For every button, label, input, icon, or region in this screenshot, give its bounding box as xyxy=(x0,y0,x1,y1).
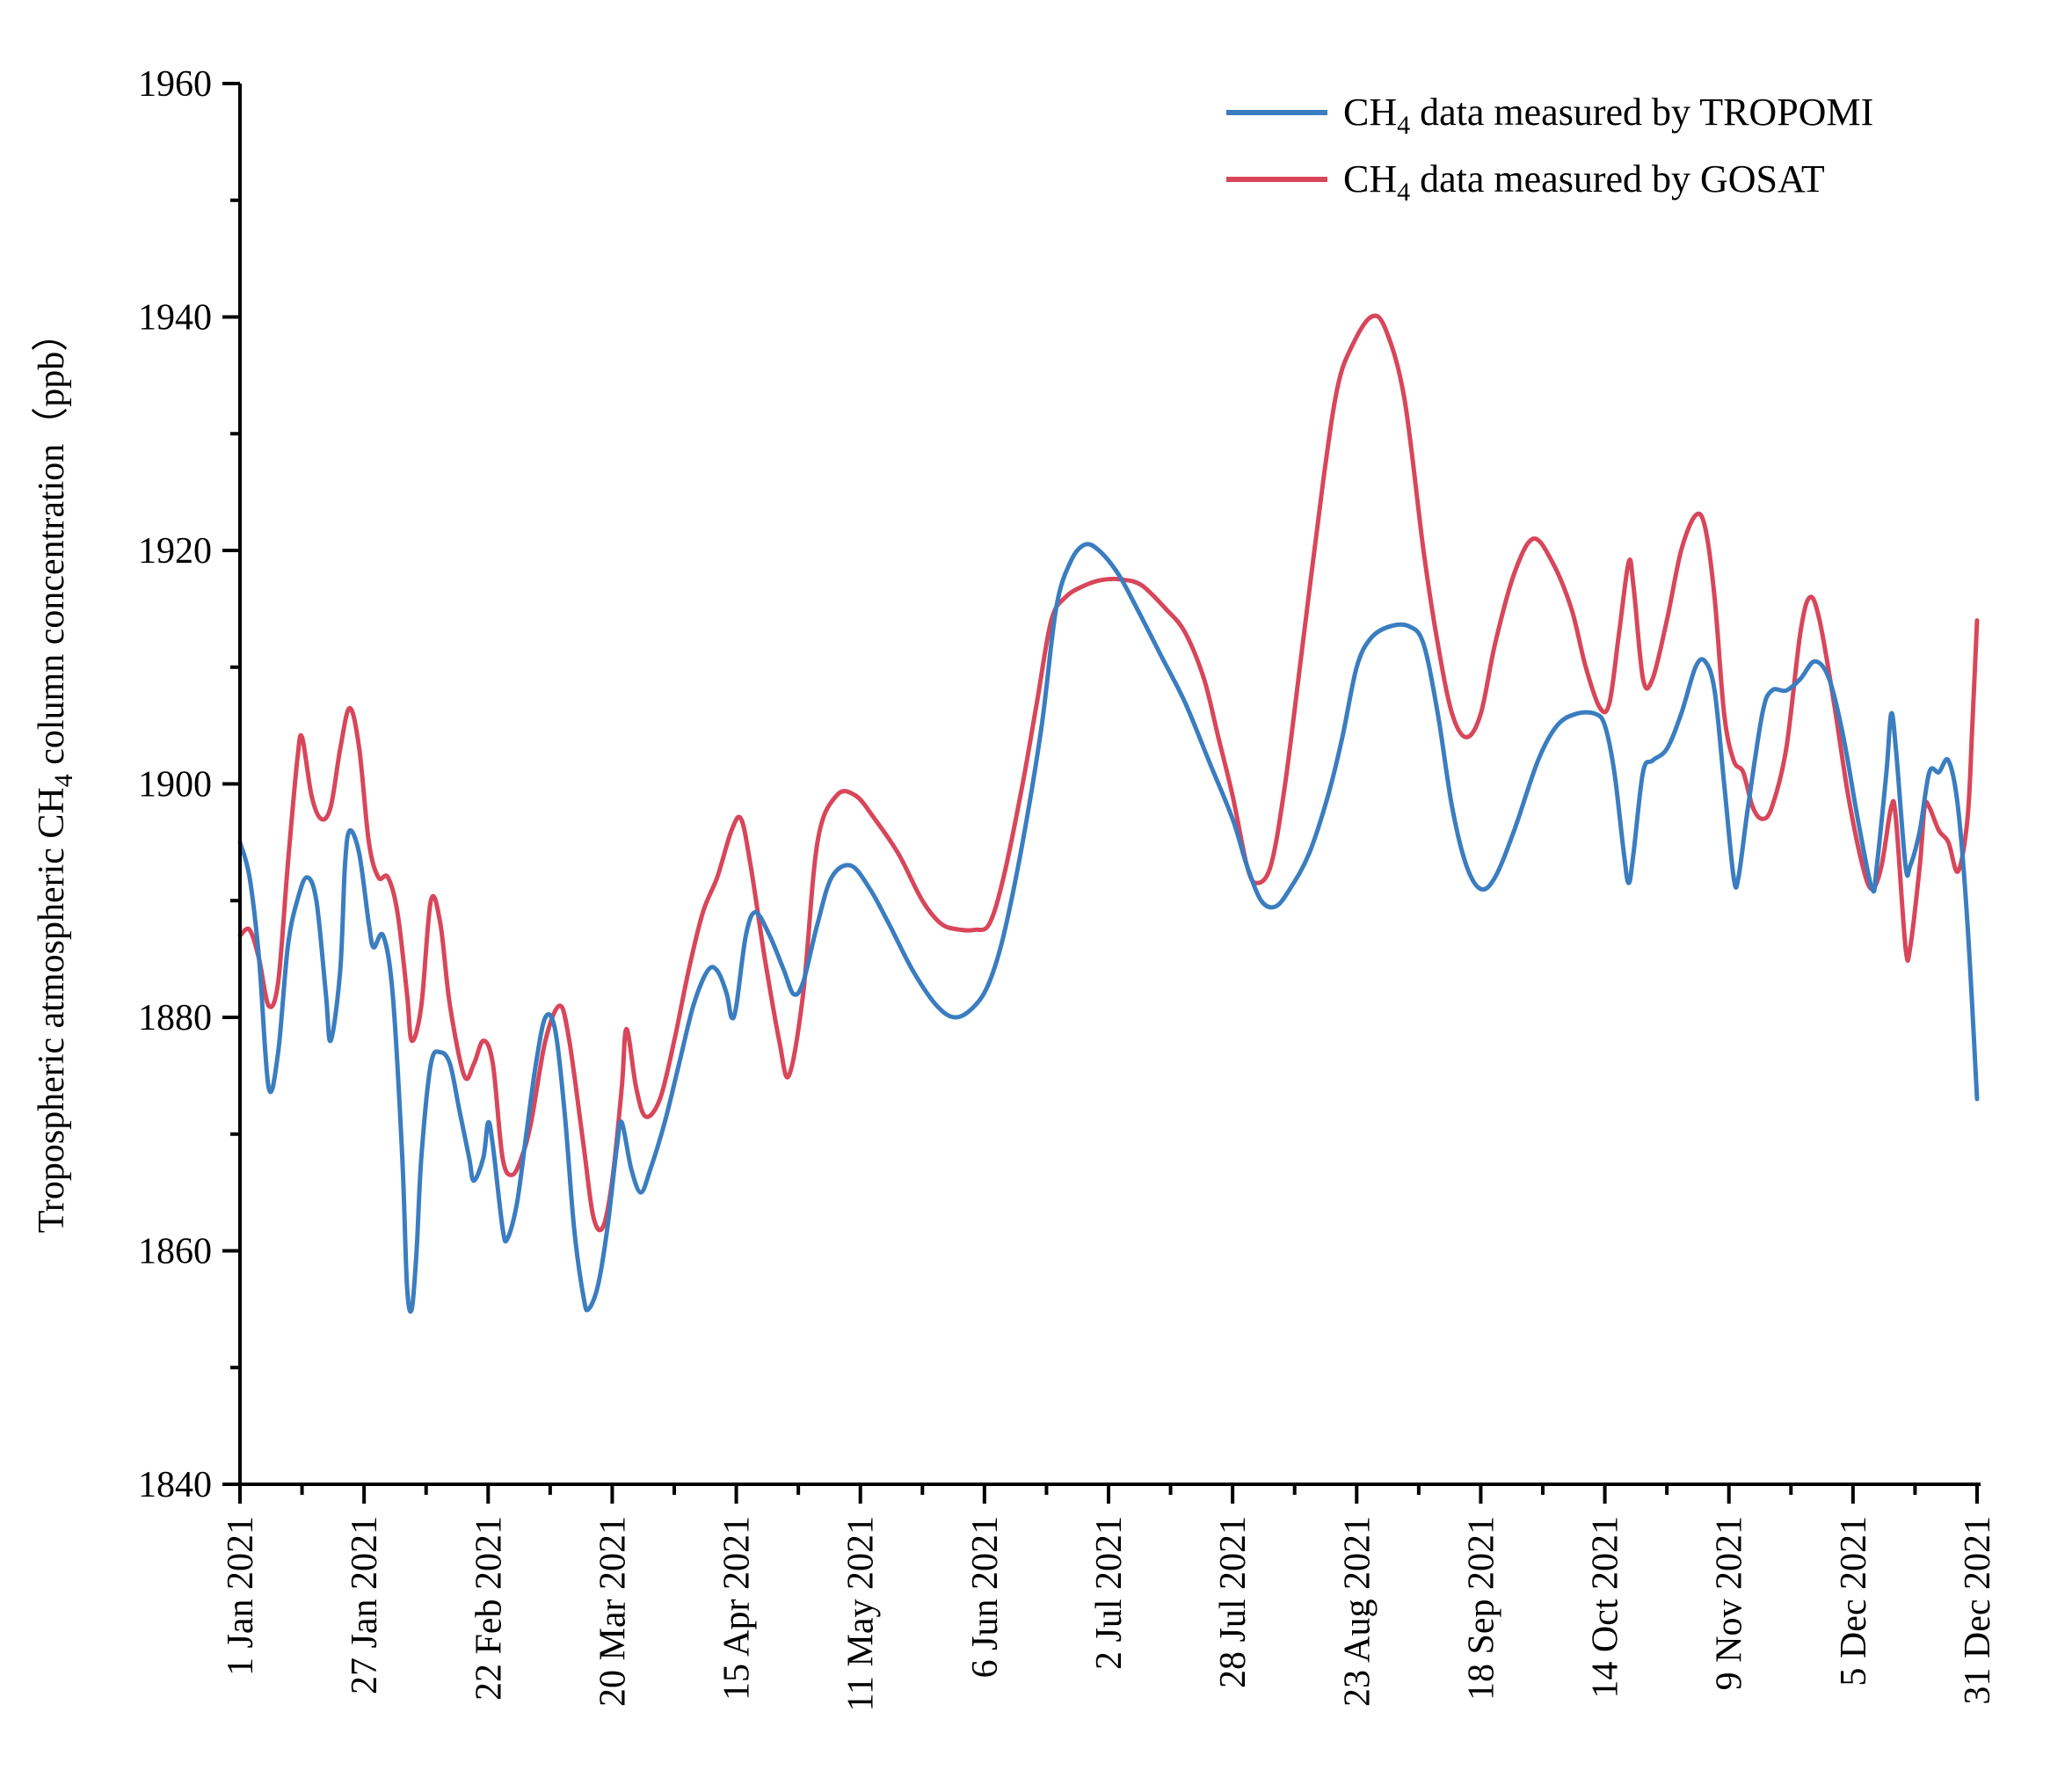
x-tick-label: 5 Dec 2021 xyxy=(1834,1516,1874,1687)
y-tick-label: 1880 xyxy=(138,998,212,1038)
axes xyxy=(238,84,1981,1486)
x-tick-label: 2 Jul 2021 xyxy=(1089,1516,1130,1670)
y-tick-label: 1920 xyxy=(138,531,212,572)
x-tick-label: 22 Feb 2021 xyxy=(469,1516,509,1701)
x-tick-label: 15 Apr 2021 xyxy=(717,1516,758,1701)
y-tick-label: 1940 xyxy=(138,298,212,339)
x-tick-label: 28 Jul 2021 xyxy=(1213,1516,1254,1688)
y-tick-label: 1860 xyxy=(138,1232,212,1272)
y-axis-label-subscript: 4 xyxy=(49,774,78,787)
y-tick-label: 1960 xyxy=(138,64,212,105)
x-tick-label: 31 Dec 2021 xyxy=(1958,1516,1998,1705)
y-axis-label: Tropospheric atmospheric CH4 column conc… xyxy=(32,315,78,1234)
legend-label: CH4 data measured by GOSAT xyxy=(1343,157,1825,207)
x-tick-label: 9 Nov 2021 xyxy=(1710,1516,1750,1690)
x-tick-label: 6 Jun 2021 xyxy=(965,1516,1006,1678)
x-tick-label: 23 Aug 2021 xyxy=(1337,1516,1378,1707)
legend: CH4 data measured by TROPOMI CH4 data mea… xyxy=(1226,91,1873,207)
x-tick-label: 18 Sep 2021 xyxy=(1461,1516,1501,1701)
y-tick-label: 1900 xyxy=(138,765,212,805)
x-tick-label: 1 Jan 2021 xyxy=(221,1516,261,1676)
series-line xyxy=(237,313,1980,1233)
x-tick-label: 11 May 2021 xyxy=(841,1516,882,1711)
y-ticks: 1840 1860 1880 1900 1920 1940 1960 xyxy=(138,64,240,1505)
series-layer xyxy=(237,313,1980,1315)
y-tick-label: 1840 xyxy=(138,1465,212,1505)
x-ticks: 1 Jan 2021 27 Jan 2021 22 Feb 2021 20 Mar 2… xyxy=(221,1484,1998,1711)
y-axis-label-suffix: column concentration（ppb） xyxy=(32,315,72,775)
x-tick-label: 27 Jan 2021 xyxy=(345,1516,385,1694)
x-tick-label: 14 Oct 2021 xyxy=(1586,1516,1626,1699)
x-tick-label: 20 Mar 2021 xyxy=(593,1516,633,1707)
legend-label: CH4 data measured by TROPOMI xyxy=(1343,91,1873,140)
series-line xyxy=(237,542,1980,1315)
y-axis-label-prefix: Tropospheric atmospheric CH xyxy=(32,787,72,1233)
